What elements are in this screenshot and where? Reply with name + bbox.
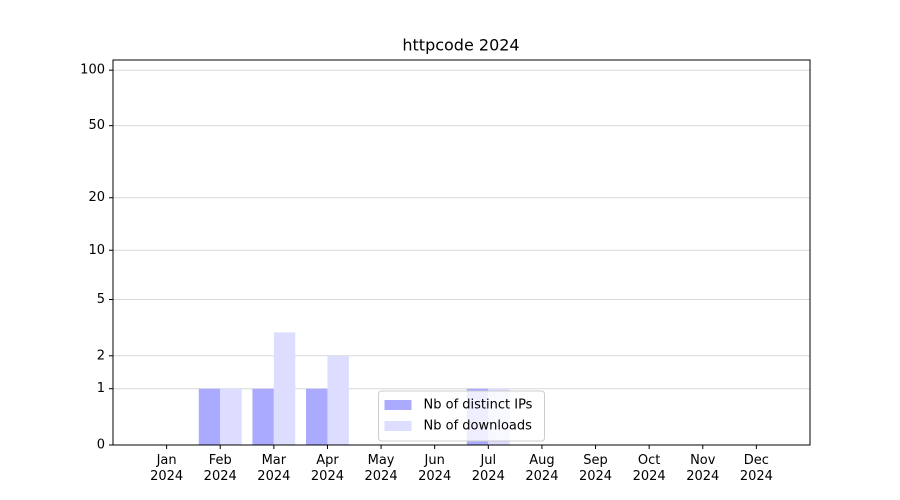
x-tick-label: Nov 2024 [686,453,720,484]
legend-label: Nb of downloads [424,419,533,434]
x-tick-label: Oct 2024 [632,453,666,484]
bar [220,388,242,445]
bar [252,388,274,445]
y-tick-label: 1 [97,381,105,396]
x-tick-label: Jul 2024 [471,453,505,484]
legend-swatch [384,421,412,431]
bar [273,332,296,445]
x-tick-label: Dec 2024 [739,453,773,484]
x-tick-label: Feb 2024 [203,453,237,484]
bar [306,388,328,445]
chart-title: httpcode 2024 [402,36,519,55]
y-tick-label: 100 [80,63,105,78]
legend-label: Nb of distinct IPs [424,398,533,413]
bar [198,388,221,445]
x-tick-label: Jun 2024 [418,453,452,484]
plot-frame [112,59,811,446]
y-tick-label: 10 [88,243,105,258]
x-tick-label: May 2024 [364,453,398,484]
y-tick-label: 20 [88,190,105,205]
x-tick-label: Jan 2024 [150,453,184,484]
x-tick-label: Aug 2024 [525,453,559,484]
legend-swatch [384,400,412,410]
legend-box [378,390,545,442]
x-tick-label: Apr 2024 [310,453,344,484]
y-tick-label: 2 [97,348,105,363]
y-tick-label: 5 [97,292,105,307]
y-tick-label: 0 [97,438,105,453]
y-tick-label: 50 [88,118,105,133]
legend: Nb of distinct IPs Nb of downloads [378,390,545,442]
bar [327,355,349,445]
x-tick-label: Sep 2024 [578,453,613,484]
x-tick-label: Mar 2024 [257,453,291,484]
